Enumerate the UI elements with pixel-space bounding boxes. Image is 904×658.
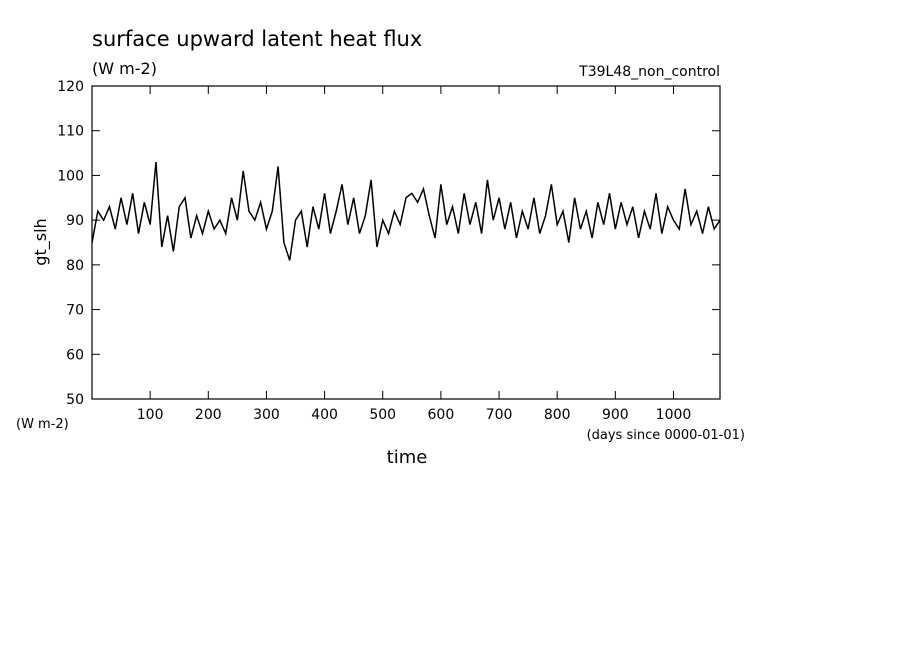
- chart-title: surface upward latent heat flux: [92, 27, 422, 51]
- data-line: [91, 161, 721, 261]
- y-tick-label: 70: [66, 303, 84, 319]
- x-tick-label: 400: [311, 407, 338, 423]
- y-axis-unit: (W m-2): [16, 417, 69, 432]
- y-tick-label: 50: [66, 392, 84, 408]
- y-tick-label: 90: [66, 213, 84, 229]
- y-tick-label: 100: [57, 168, 84, 184]
- x-tick-label: 1000: [656, 407, 692, 423]
- y-axis-label: gt_slh: [31, 218, 51, 265]
- x-tick-label: 600: [428, 407, 455, 423]
- x-tick-label: 900: [602, 407, 629, 423]
- y-tick-label: 110: [57, 124, 84, 140]
- x-tick-label: 700: [486, 407, 513, 423]
- x-tick-label: 100: [137, 407, 164, 423]
- chart-subtitle: (W m-2): [92, 59, 157, 78]
- x-tick-label: 200: [195, 407, 222, 423]
- x-tick-label: 800: [544, 407, 571, 423]
- x-axis-label: time: [387, 447, 428, 468]
- y-tick-label: 60: [66, 347, 84, 363]
- x-axis-unit: (days since 0000-01-01): [587, 428, 745, 443]
- x-tick-label: 500: [369, 407, 396, 423]
- annotation: T39L48_non_control: [578, 64, 720, 80]
- y-tick-label: 120: [57, 79, 84, 95]
- y-tick-label: 80: [66, 258, 84, 274]
- x-tick-label: 300: [253, 407, 280, 423]
- plot-frame: [91, 85, 721, 400]
